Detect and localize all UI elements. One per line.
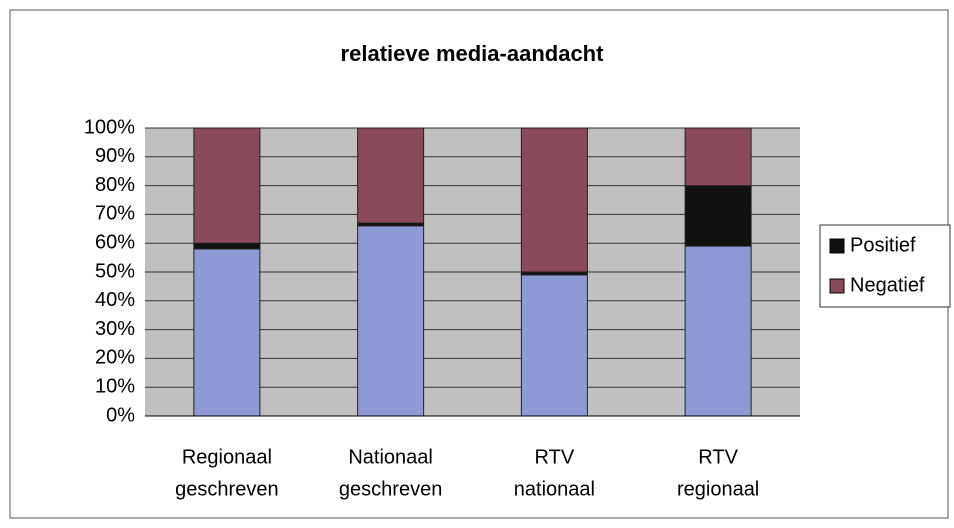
y-tick-label: 60% xyxy=(95,231,135,253)
bar-segment xyxy=(684,127,752,187)
x-tick-label: RTV xyxy=(698,446,738,468)
x-tick-label: nationaal xyxy=(514,478,595,500)
bar-segment xyxy=(684,245,752,417)
legend-label: Negatief xyxy=(850,274,925,296)
bar-segment xyxy=(520,127,588,273)
y-tick-label: 90% xyxy=(95,145,135,167)
bar-segment xyxy=(357,127,425,224)
y-tick-label: 80% xyxy=(95,174,135,196)
legend-swatch xyxy=(829,278,845,294)
x-tick-label: RTV xyxy=(535,446,575,468)
y-tick-label: 0% xyxy=(106,404,135,426)
x-tick-label: Regionaal xyxy=(182,446,272,468)
bar-segment xyxy=(520,274,588,417)
y-tick-label: 100% xyxy=(84,116,135,138)
x-tick-label: geschreven xyxy=(175,478,278,500)
chart-title: relatieve media-aandacht xyxy=(341,41,605,66)
legend-label: Positief xyxy=(850,234,916,256)
y-tick-label: 20% xyxy=(95,347,135,369)
y-tick-label: 10% xyxy=(95,375,135,397)
x-tick-label: regionaal xyxy=(677,478,759,500)
y-tick-label: 30% xyxy=(95,318,135,340)
bar-segment xyxy=(193,242,261,250)
x-tick-label: Nationaal xyxy=(348,446,433,468)
bar-segment xyxy=(193,248,261,417)
bar-segment xyxy=(357,225,425,417)
x-tick-label: geschreven xyxy=(339,478,442,500)
legend-swatch xyxy=(829,238,845,254)
y-tick-label: 70% xyxy=(95,203,135,225)
bar-segment xyxy=(193,127,261,244)
y-tick-label: 40% xyxy=(95,289,135,311)
y-tick-label: 50% xyxy=(95,260,135,282)
bar-segment xyxy=(684,185,752,247)
